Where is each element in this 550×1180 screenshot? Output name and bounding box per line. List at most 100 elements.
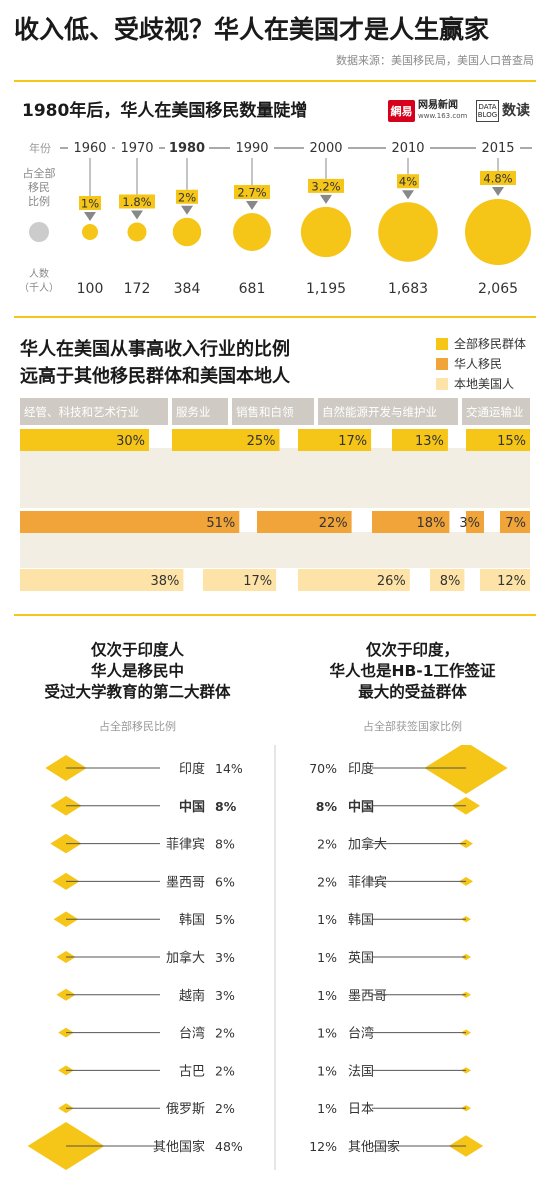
share-label-box bbox=[480, 171, 516, 185]
legend-swatch bbox=[436, 357, 448, 370]
country-label: 印度 bbox=[179, 761, 205, 777]
industry-bar bbox=[430, 569, 465, 591]
legend-chinese-immigrants: 华人移民 bbox=[436, 355, 502, 372]
share-label-box bbox=[79, 196, 101, 210]
netease-logo-icon: 網易 bbox=[388, 100, 415, 122]
percent-label: 3% bbox=[215, 950, 235, 965]
share-label-box bbox=[308, 178, 344, 193]
count-label: 1,683 bbox=[388, 281, 428, 297]
year-tick-label: 2015 bbox=[481, 141, 514, 156]
industry-bar-label: 25% bbox=[247, 434, 276, 449]
percent-label: 6% bbox=[215, 874, 235, 889]
legend-native-americans: 本地美国人 bbox=[436, 375, 514, 392]
datablog-logo-text: 数读 bbox=[502, 103, 530, 119]
section3-right-subtitle: 占全部获签国家比例 bbox=[363, 720, 462, 733]
count-label: 2,065 bbox=[478, 281, 518, 297]
industry-bar-label: 12% bbox=[497, 574, 526, 589]
country-label: 俄罗斯 bbox=[166, 1102, 205, 1117]
industry-bar bbox=[257, 511, 352, 533]
industry-bar-label: 8% bbox=[440, 574, 461, 589]
count-row-label: 人数 bbox=[29, 267, 49, 280]
category-label: 服务业 bbox=[176, 405, 211, 419]
industry-bar-label: 30% bbox=[116, 434, 145, 449]
share-label-box bbox=[397, 174, 419, 189]
category-label: 交通运输业 bbox=[466, 405, 524, 419]
share-row-label: 比例 bbox=[28, 194, 50, 208]
count-row-label: （千人） bbox=[19, 282, 59, 294]
divider bbox=[14, 80, 536, 82]
year-tick-label: 1990 bbox=[235, 141, 268, 156]
percent-label: 12% bbox=[309, 1139, 337, 1154]
country-label: 加拿大 bbox=[348, 837, 387, 853]
section3-right-title-line: 华人也是HB-1工作签证 bbox=[329, 662, 496, 680]
immigrant-bubble bbox=[172, 217, 202, 247]
legend-label: 本地美国人 bbox=[454, 377, 515, 391]
section3-left-title-line: 仅次于印度人 bbox=[90, 641, 184, 659]
percent-label: 8% bbox=[316, 799, 338, 814]
industry-bar-label: 17% bbox=[243, 574, 272, 589]
section3-left-subtitle: 占全部移民比例 bbox=[99, 720, 176, 733]
percent-label: 8% bbox=[215, 837, 235, 852]
count-label: 681 bbox=[239, 281, 266, 297]
share-label: 1.8% bbox=[122, 195, 151, 209]
percent-label: 3% bbox=[215, 988, 235, 1003]
netease-logo-text: 网易新闻 bbox=[418, 100, 458, 111]
immigrant-bubble bbox=[82, 224, 98, 240]
netease-logo-url: www.163.com bbox=[418, 112, 468, 120]
count-label: 1,195 bbox=[306, 281, 346, 297]
share-label: 4% bbox=[399, 175, 417, 189]
immigrant-bubble bbox=[465, 199, 531, 265]
section3-right-title: 仅次于印度， 华人也是HB-1工作签证 最大的受益群体 bbox=[285, 640, 540, 703]
country-label: 加拿大 bbox=[166, 950, 205, 966]
percent-label: 1% bbox=[317, 950, 337, 965]
diamond-mark bbox=[424, 745, 508, 794]
percent-label: 1% bbox=[317, 988, 337, 1003]
country-label: 越南 bbox=[179, 988, 205, 1004]
percent-label: 2% bbox=[317, 874, 337, 889]
share-label: 2.7% bbox=[237, 186, 266, 200]
category-separator bbox=[458, 398, 462, 425]
category-header-band bbox=[20, 398, 530, 425]
share-label-box bbox=[176, 189, 198, 204]
divider bbox=[14, 614, 536, 616]
share-arrow bbox=[84, 212, 96, 221]
count-label: 384 bbox=[174, 281, 201, 297]
year-row-label: 年份 bbox=[29, 141, 51, 155]
legend-swatch bbox=[436, 377, 448, 390]
industry-bar-label: 3% bbox=[459, 516, 480, 531]
country-label: 印度 bbox=[348, 761, 374, 777]
percent-label: 48% bbox=[215, 1139, 243, 1154]
industry-bar bbox=[172, 429, 280, 451]
industry-bar-label: 26% bbox=[377, 574, 406, 589]
category-separator bbox=[314, 398, 318, 425]
country-label: 中国 bbox=[179, 799, 205, 815]
datablog-logo-icon: DATA BLOG bbox=[476, 100, 499, 122]
chart-band bbox=[20, 448, 530, 508]
share-label-box bbox=[234, 185, 270, 200]
industry-bar bbox=[203, 569, 277, 591]
industry-bar-label: 17% bbox=[338, 434, 367, 449]
chart-industry-share: 经管、科技和艺术行业 服务业 销售和白领 自然能源开发与维护业 交通运输业 30% 25% 1… bbox=[20, 398, 530, 593]
section3-left-title-line: 华人是移民中 bbox=[90, 662, 184, 680]
percent-label: 1% bbox=[317, 1101, 337, 1116]
share-arrow bbox=[246, 201, 258, 211]
example-bubble bbox=[29, 222, 49, 242]
data-source: 数据来源：美国移民局，美国人口普查局 bbox=[336, 54, 534, 67]
category-label: 经管、科技和艺术行业 bbox=[24, 405, 139, 419]
legend-swatch bbox=[436, 337, 448, 350]
category-label: 销售和白领 bbox=[236, 405, 294, 419]
section2-title: 华人在美国从事高收入行业的比例 远高于其他移民群体和美国本地人 bbox=[20, 336, 290, 390]
country-label: 台湾 bbox=[179, 1026, 205, 1042]
percent-label: 2% bbox=[215, 1063, 235, 1078]
share-label-box bbox=[119, 194, 155, 209]
share-arrow bbox=[320, 194, 332, 204]
count-label: 172 bbox=[124, 281, 151, 297]
industry-bar bbox=[298, 569, 410, 591]
industry-bar bbox=[480, 569, 530, 591]
percent-label: 1% bbox=[317, 1026, 337, 1041]
section1-title: 1980年后，华人在美国移民数量陡增 bbox=[22, 101, 308, 121]
category-separator bbox=[168, 398, 172, 425]
legend-label: 华人移民 bbox=[454, 357, 503, 371]
industry-bar bbox=[500, 511, 530, 533]
